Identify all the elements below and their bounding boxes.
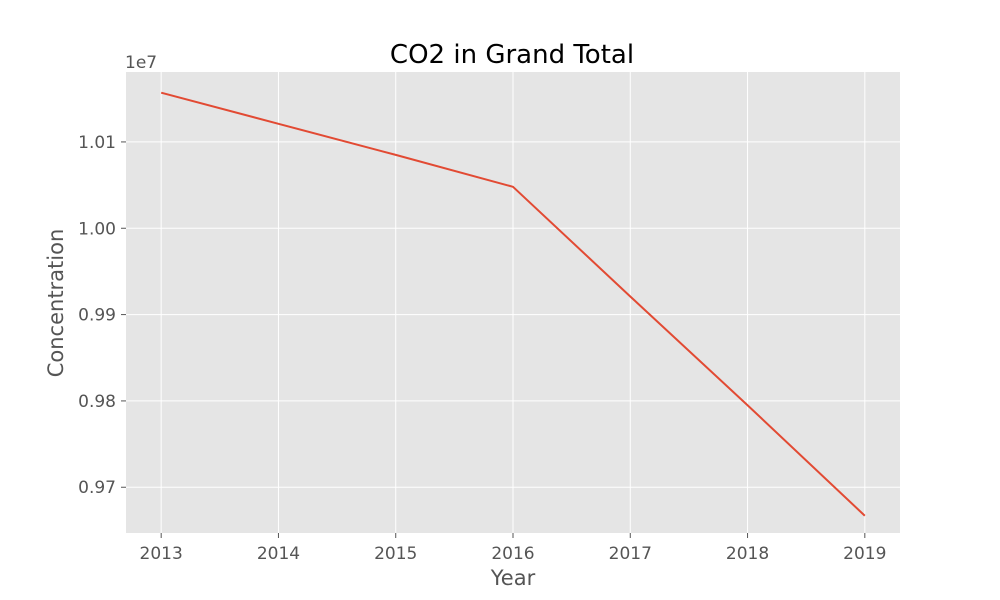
- y-axis-label: Concentration: [44, 229, 68, 378]
- x-tick-label: 2014: [257, 544, 300, 564]
- x-tick-label: 2017: [609, 544, 652, 564]
- y-tick-label: 0.97: [78, 478, 116, 498]
- chart-title: CO2 in Grand Total: [390, 40, 634, 70]
- x-tick-label: 2018: [726, 544, 769, 564]
- x-tick-label: 2016: [491, 544, 534, 564]
- y-tick-label: 0.98: [78, 392, 116, 412]
- x-tick-label: 2015: [374, 544, 417, 564]
- y-axis-offset-label: 1e7: [125, 53, 157, 73]
- y-axis-ticks: 0.97 0.98 0.99 1.00 1.01: [78, 133, 126, 498]
- y-tick-label: 1.01: [78, 133, 116, 153]
- x-axis-ticks: 2013 2014 2015 2016 2017 2018 2019: [140, 533, 886, 564]
- x-tick-label: 2019: [843, 544, 886, 564]
- y-tick-label: 1.00: [78, 219, 116, 239]
- grid: [126, 72, 900, 533]
- y-tick-label: 0.99: [78, 306, 116, 326]
- x-tick-label: 2013: [140, 544, 183, 564]
- x-axis-label: Year: [490, 566, 536, 590]
- series-layer: [160, 91, 866, 517]
